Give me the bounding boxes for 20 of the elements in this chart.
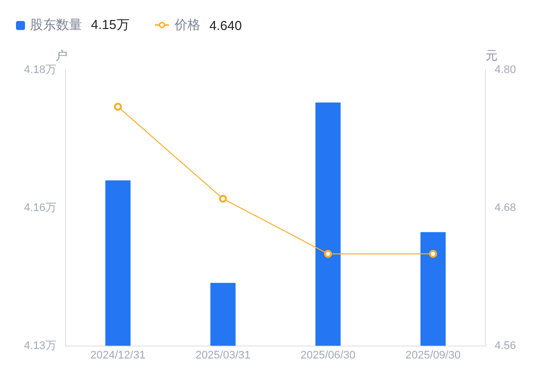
point bbox=[324, 250, 332, 258]
point bbox=[429, 250, 438, 258]
x-tick-label: 2025/06/30 bbox=[300, 349, 356, 362]
y2-axis-title: 元 bbox=[486, 48, 498, 62]
y-tick-label: 4.13万 bbox=[24, 340, 56, 352]
text: 4.15万 bbox=[91, 16, 130, 34]
x-tick-label: 2025/03/31 bbox=[195, 349, 251, 362]
y-axis-title: 户 bbox=[55, 48, 68, 62]
legend-label: 股东数量 bbox=[30, 16, 82, 34]
text: 4.640 bbox=[209, 18, 242, 32]
x-tick-label: 2024/12/31 bbox=[90, 349, 146, 362]
point bbox=[114, 102, 122, 111]
point bbox=[218, 194, 227, 203]
y-tick-label: 4.18万 bbox=[24, 64, 56, 76]
x-tick-label: 2025/09/30 bbox=[406, 349, 461, 362]
y-tick-label: 4.16万 bbox=[24, 202, 56, 214]
y2-tick-label: 4.56 bbox=[494, 340, 516, 352]
y2-tick-label: 4.68 bbox=[494, 202, 516, 214]
y2-tick-label: 4.80 bbox=[494, 64, 516, 76]
legend-label: 价格 bbox=[174, 16, 200, 34]
